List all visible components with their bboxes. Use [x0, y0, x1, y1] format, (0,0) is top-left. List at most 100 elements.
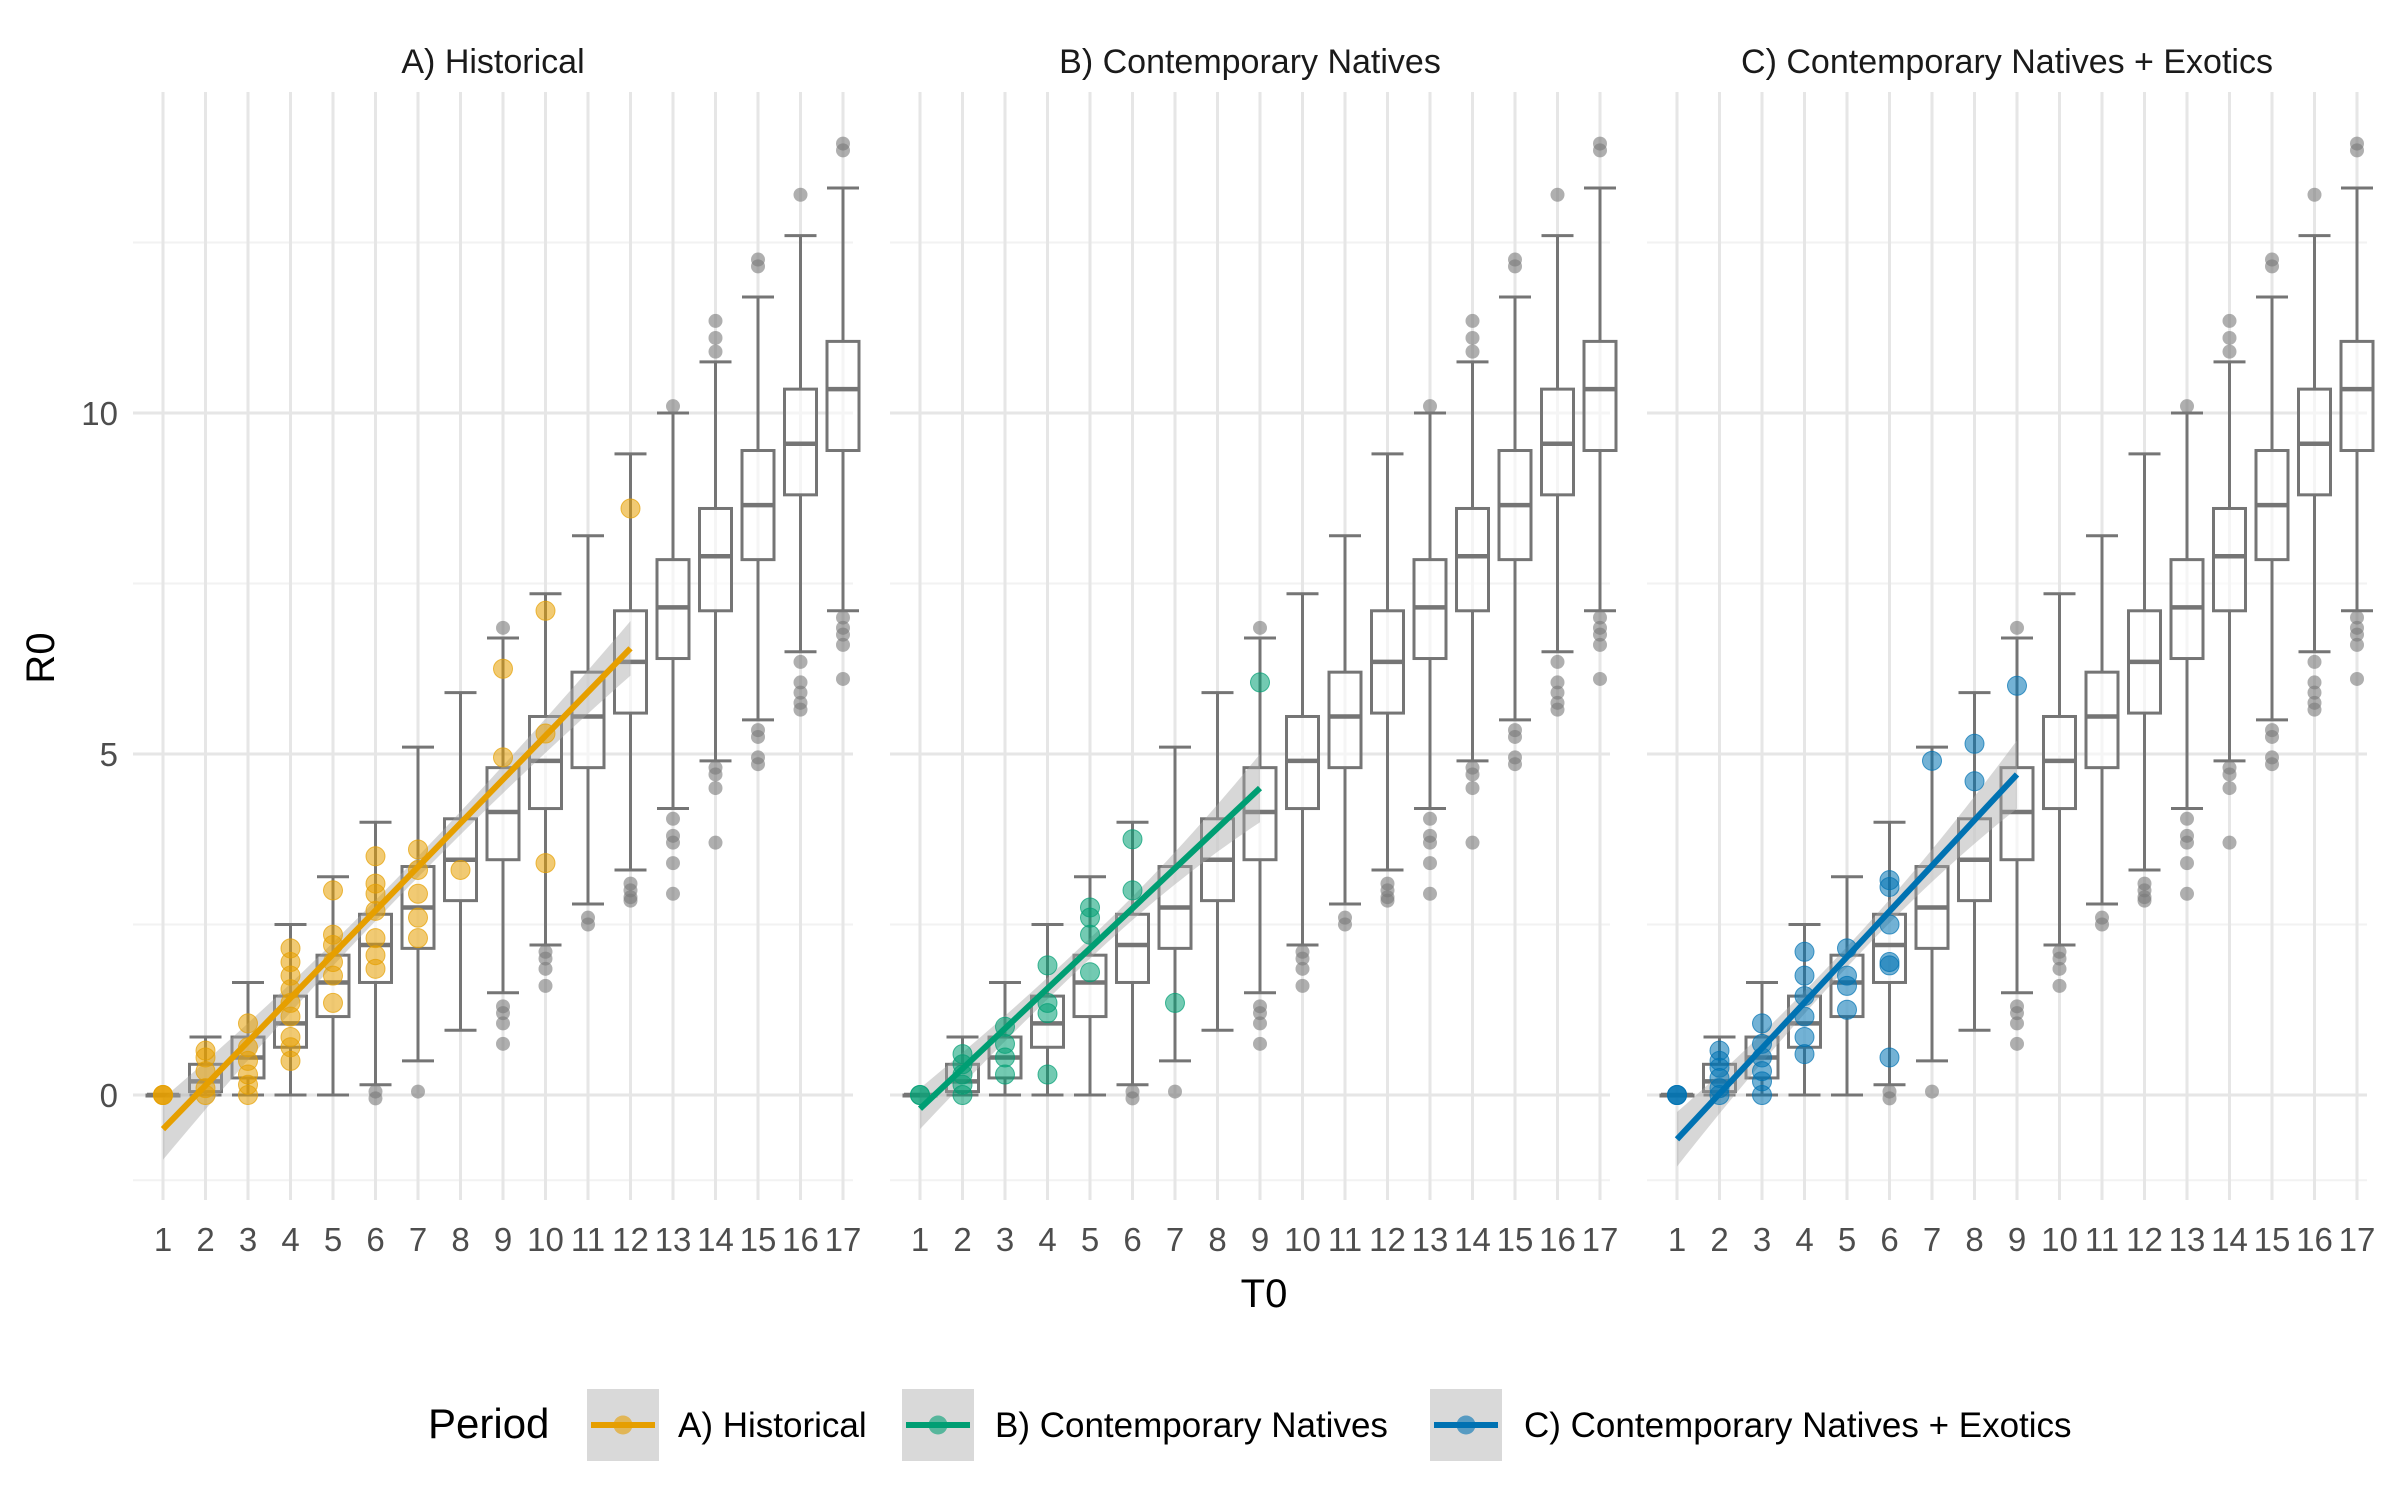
- legend-key-point: [1456, 1415, 1476, 1435]
- data-point: [2007, 675, 2027, 696]
- outlier-point: [1550, 654, 1565, 669]
- x-tick-label: 11: [1328, 1221, 1362, 1258]
- box: [1327, 670, 1363, 770]
- outlier-point: [538, 978, 553, 993]
- outlier-point: [836, 610, 850, 625]
- boxplot-6: [1115, 820, 1150, 1106]
- outlier-point: [2350, 671, 2364, 686]
- legend-label: C) Contemporary Natives + Exotics: [1524, 1406, 2072, 1445]
- outlier-point: [666, 399, 680, 414]
- x-tick-label: 17: [825, 1221, 862, 1258]
- outlier-point: [411, 1084, 425, 1099]
- outlier-point: [1925, 1084, 1939, 1099]
- x-axis-title: T0: [1241, 1272, 1288, 1316]
- legend-key-point: [928, 1415, 948, 1435]
- data-point: [365, 846, 386, 867]
- outlier-point: [1465, 767, 1480, 782]
- regression-line: [160, 646, 633, 1132]
- data-point: [910, 1085, 930, 1105]
- boxplot-10: [2042, 592, 2077, 993]
- x-tick-label: 10: [2041, 1221, 2078, 1258]
- boxplot-15: [740, 252, 776, 772]
- outlier-point: [496, 620, 510, 635]
- outlier-point: [2307, 675, 2322, 690]
- outlier-point: [1423, 399, 1437, 414]
- x-tick-label: 5: [1081, 1221, 1099, 1258]
- data-point: [1165, 992, 1185, 1013]
- data-point: [408, 907, 428, 928]
- boxplot-16: [2297, 187, 2332, 717]
- outlier-point: [2307, 685, 2322, 700]
- data-point: [1879, 1047, 1900, 1068]
- data-point: [408, 883, 428, 904]
- legend: Period A) Historical B) Contemporary Nati…: [428, 1389, 2072, 1461]
- panel-title: B) Contemporary Natives: [1059, 43, 1441, 81]
- boxplot-7: [1914, 745, 1950, 1099]
- boxplot-15: [2254, 252, 2290, 772]
- data-point: [1879, 876, 1900, 897]
- x-tick-label: 6: [1880, 1221, 1898, 1258]
- outlier-point: [708, 313, 723, 328]
- x-tick-label: 10: [527, 1221, 564, 1258]
- boxplot-5: [315, 875, 351, 1097]
- outlier-point: [1550, 702, 1565, 717]
- boxplot-13: [2169, 399, 2205, 901]
- outlier-point: [1508, 757, 1522, 772]
- outlier-point: [2010, 1036, 2024, 1051]
- outlier-point: [2010, 620, 2024, 635]
- x-tick-label: 5: [324, 1221, 342, 1258]
- box: [1455, 506, 1490, 613]
- outlier-point: [2265, 757, 2279, 772]
- boxplot-8: [443, 691, 478, 1032]
- x-tick-label: 13: [655, 1221, 692, 1258]
- outlier-point: [751, 757, 765, 772]
- outlier-point: [2052, 978, 2067, 993]
- boxplot-10: [528, 592, 563, 993]
- y-tick-label: 5: [100, 736, 118, 773]
- outlier-point: [1423, 835, 1437, 850]
- outlier-point: [751, 252, 765, 267]
- data-point: [153, 1085, 173, 1105]
- x-tick-label: 4: [1795, 1221, 1813, 1258]
- regression-line: [917, 785, 1263, 1111]
- outlier-point: [1295, 978, 1310, 993]
- box: [2339, 339, 2375, 453]
- data-point: [620, 498, 641, 519]
- outlier-point: [1465, 781, 1480, 796]
- data-point: [1752, 1013, 1772, 1034]
- outlier-point: [1423, 856, 1437, 871]
- x-tick-label: 8: [451, 1221, 469, 1258]
- boxplot-11: [2084, 534, 2120, 932]
- outlier-point: [1465, 835, 1480, 850]
- outlier-point: [1508, 729, 1522, 744]
- box: [698, 506, 733, 613]
- data-point: [323, 965, 343, 986]
- boxplot-15: [1497, 252, 1533, 772]
- outlier-point: [1593, 637, 1607, 652]
- outlier-point: [2265, 252, 2279, 267]
- boxplot-13: [1412, 399, 1448, 901]
- data-point: [1037, 955, 1058, 976]
- data-point: [1752, 1085, 1772, 1105]
- outlier-point: [708, 835, 723, 850]
- x-tick-label: 4: [1038, 1221, 1056, 1258]
- outlier-point: [2222, 781, 2237, 796]
- boxplot-8: [1200, 691, 1235, 1032]
- boxplot-12: [2127, 452, 2162, 908]
- outlier-point: [2307, 654, 2322, 669]
- data-point: [1879, 955, 1900, 976]
- legend-entry-3: C) Contemporary Natives + Exotics: [1430, 1389, 2072, 1461]
- box: [1115, 912, 1150, 984]
- x-tick-label: 16: [782, 1221, 819, 1258]
- boxplot-10: [1285, 592, 1320, 993]
- outlier-point: [2222, 313, 2237, 328]
- outlier-point: [2052, 944, 2067, 959]
- x-tick-label: 8: [1208, 1221, 1226, 1258]
- y-tick-label: 10: [81, 395, 118, 432]
- data-point: [1080, 907, 1100, 928]
- panel-title: C) Contemporary Natives + Exotics: [1741, 43, 2273, 81]
- data-point: [408, 928, 428, 949]
- data-point: [1250, 672, 1270, 693]
